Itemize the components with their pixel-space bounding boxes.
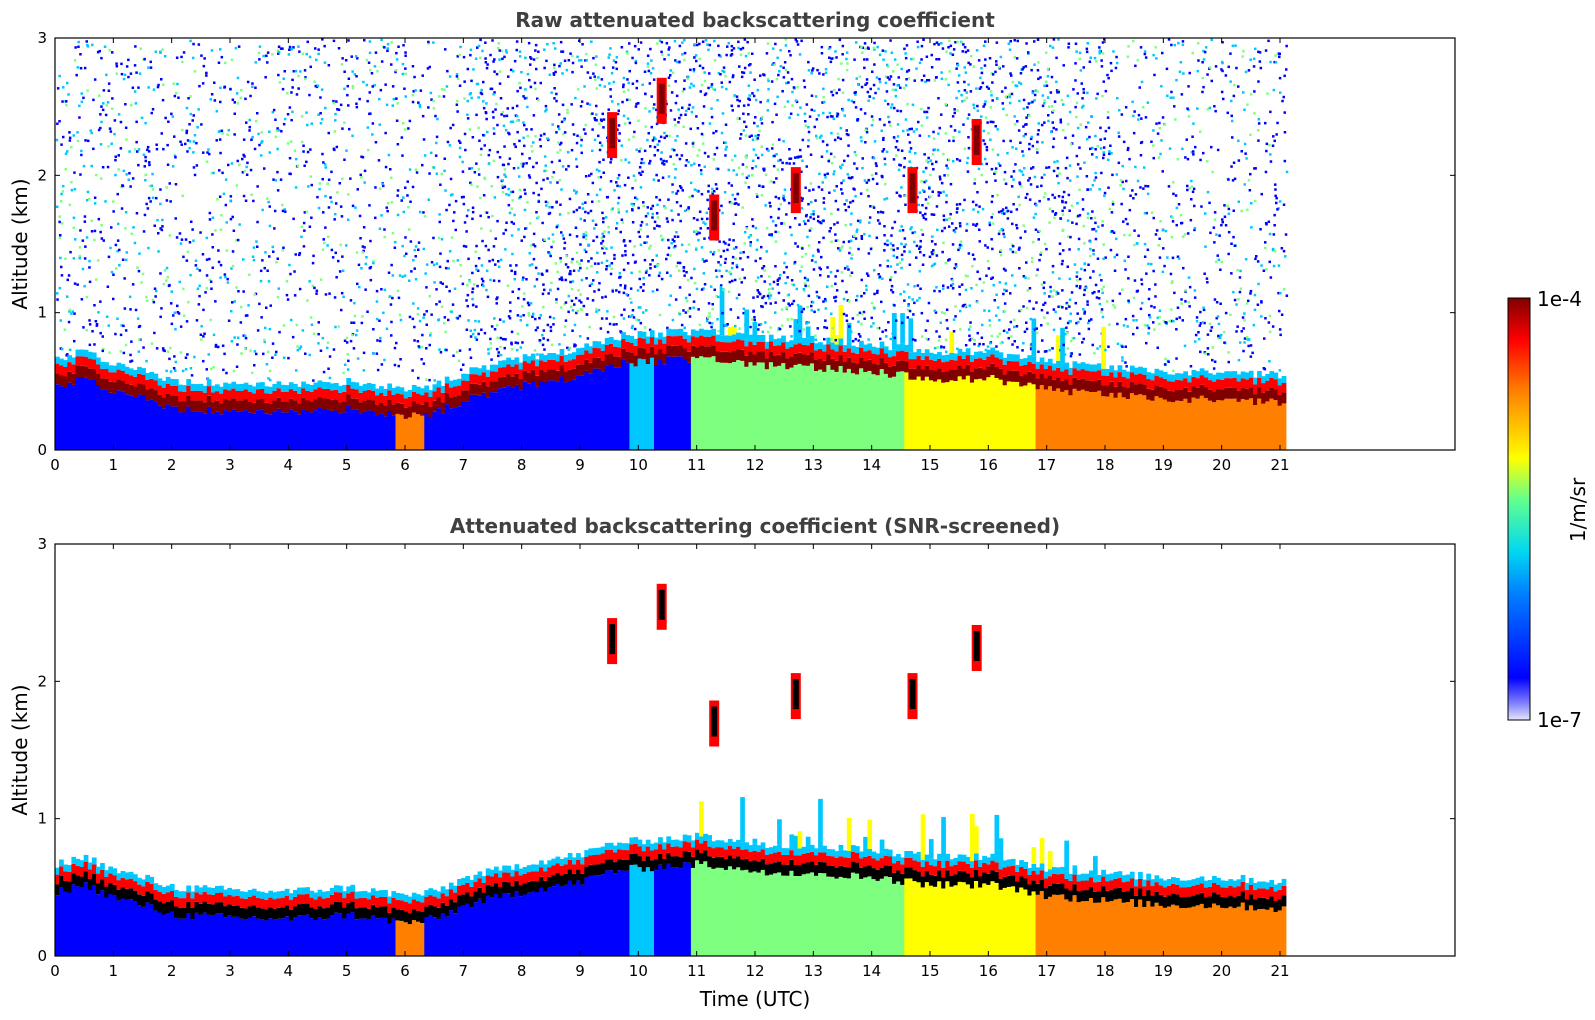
x-tick-label: 0: [50, 962, 60, 980]
x-tick-label: 4: [284, 962, 294, 980]
x-tick-label: 3: [225, 962, 235, 980]
x-tick-label: 10: [629, 456, 648, 474]
x-ticks-raw: 0 1 2 3 4 5 6 7 8 9 10 11 12 13 14 15 16 17 18 19 20 21: [50, 38, 1290, 474]
x-tick-label: 13: [804, 962, 823, 980]
x-ticks-screened: 0 1 2 3 4 5 6 7 8 9 10 11 12 13 14 15 16 17 18 19 20 21: [50, 544, 1290, 980]
colorbar-gradient: [1507, 297, 1531, 721]
x-tick-label: 8: [517, 962, 527, 980]
x-tick-label: 3: [225, 456, 235, 474]
x-tick-label: 9: [575, 962, 585, 980]
x-axis-label: Time (UTC): [699, 987, 811, 1011]
x-tick-label: 14: [862, 456, 881, 474]
x-tick-label: 13: [804, 456, 823, 474]
x-tick-label: 1: [109, 456, 119, 474]
y-tick-label: 1: [37, 304, 47, 322]
x-tick-label: 5: [342, 456, 352, 474]
x-tick-label: 9: [575, 456, 585, 474]
x-tick-label: 1: [109, 962, 119, 980]
panel-screened: Attenuated backscattering coefficient (S…: [8, 514, 1456, 1011]
y-tick-label: 0: [37, 947, 47, 965]
y-tick-label: 2: [37, 166, 47, 184]
y-axis-label-raw: Altitude (km): [8, 178, 32, 309]
x-tick-label: 20: [1212, 962, 1231, 980]
heatmap-screened: [55, 583, 1287, 956]
panel-raw-title: Raw attenuated backscattering coefficien…: [515, 8, 995, 32]
y-tick-label: 3: [37, 29, 47, 47]
x-tick-label: 10: [629, 962, 648, 980]
panel-raw: Raw attenuated backscattering coefficien…: [8, 8, 1456, 474]
x-tick-label: 15: [920, 962, 939, 980]
x-tick-label: 7: [459, 456, 469, 474]
colorbar-max-label: 1e-4: [1537, 287, 1582, 311]
x-tick-label: 16: [979, 456, 998, 474]
x-tick-label: 7: [459, 962, 469, 980]
y-tick-label: 1: [37, 810, 47, 828]
x-tick-label: 0: [50, 456, 60, 474]
x-tick-label: 20: [1212, 456, 1231, 474]
x-tick-label: 2: [167, 962, 177, 980]
x-tick-label: 12: [745, 962, 764, 980]
colorbar: 1e-4 1e-7 1/m/sr: [1507, 287, 1590, 732]
x-tick-label: 19: [1154, 962, 1173, 980]
x-tick-label: 16: [979, 962, 998, 980]
y-axis-label-screened: Altitude (km): [8, 684, 32, 815]
x-tick-label: 17: [1037, 456, 1056, 474]
x-tick-label: 17: [1037, 962, 1056, 980]
heatmap-raw: [55, 38, 1289, 450]
x-tick-label: 21: [1270, 456, 1289, 474]
x-tick-label: 6: [400, 962, 410, 980]
colorbar-unit-label: 1/m/sr: [1566, 477, 1590, 542]
y-ticks-raw: 0 1 2 3: [37, 29, 1455, 459]
x-tick-label: 8: [517, 456, 527, 474]
x-tick-label: 14: [862, 962, 881, 980]
x-tick-label: 12: [745, 456, 764, 474]
y-tick-label: 3: [37, 535, 47, 553]
x-tick-label: 2: [167, 456, 177, 474]
y-tick-label: 2: [37, 672, 47, 690]
x-tick-label: 18: [1095, 962, 1114, 980]
colorbar-min-label: 1e-7: [1537, 708, 1582, 732]
y-tick-label: 0: [37, 441, 47, 459]
x-tick-label: 18: [1095, 456, 1114, 474]
y-ticks-screened: 0 1 2 3: [37, 535, 1455, 965]
x-tick-label: 5: [342, 962, 352, 980]
panel-screened-title: Attenuated backscattering coefficient (S…: [450, 514, 1060, 538]
x-tick-label: 4: [284, 456, 294, 474]
x-tick-label: 11: [687, 456, 706, 474]
x-tick-label: 6: [400, 456, 410, 474]
x-tick-label: 11: [687, 962, 706, 980]
x-tick-label: 19: [1154, 456, 1173, 474]
x-tick-label: 15: [920, 456, 939, 474]
x-tick-label: 21: [1270, 962, 1289, 980]
